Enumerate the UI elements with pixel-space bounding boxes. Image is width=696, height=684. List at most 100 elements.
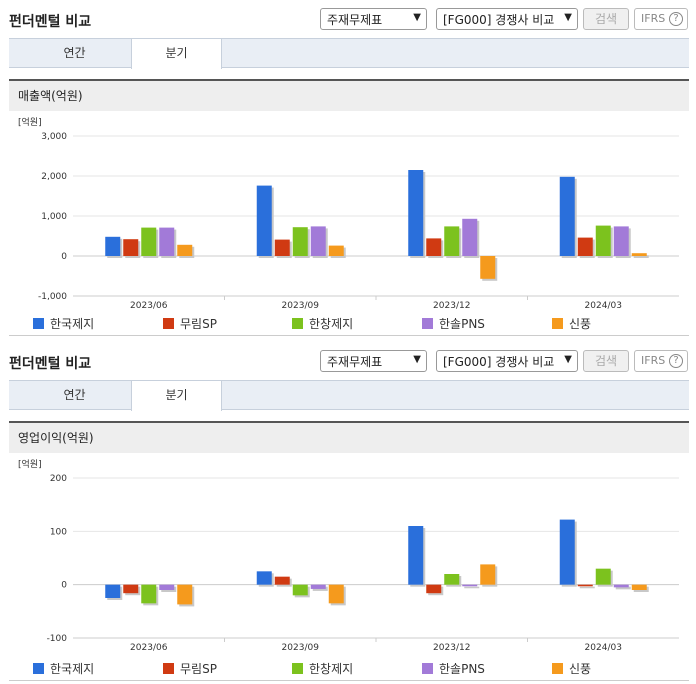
help-icon[interactable]: ? [669,12,683,26]
ifrs-label: IFRS [641,354,666,367]
tab-annual[interactable]: 연간 [63,388,86,402]
panel-title: 펀더멘털 비교 [9,356,92,372]
legend-item[interactable]: 한국제지 [33,315,94,332]
bar[interactable] [595,225,611,256]
bar[interactable] [613,226,629,256]
legend-swatch [33,318,44,329]
chart-legend: 한국제지 무림SP 한창제지 한솔PNS 신풍 [9,311,689,331]
bar[interactable] [426,238,442,256]
bar[interactable] [256,571,272,585]
peer-select-value: [FG000] 경쟁사 비교 [443,355,555,369]
bar[interactable] [159,227,175,256]
bar[interactable] [577,237,593,256]
bar[interactable] [595,568,611,585]
bar-shadow [615,586,631,590]
bar[interactable] [310,226,326,256]
x-tick-label: 2023/06 [130,643,168,653]
bar[interactable] [177,244,193,256]
x-tick-label: 2023/12 [433,301,470,311]
bar[interactable] [310,584,326,589]
bar[interactable] [328,584,344,604]
statement-select[interactable]: 주재무제표 ▼ [320,8,427,30]
legend-item[interactable]: 한창제지 [292,315,353,332]
period-tabs: 연간 분기 [9,38,689,69]
legend-item[interactable]: 무림SP [163,315,217,332]
statement-select[interactable]: 주재무제표 ▼ [320,350,427,372]
panel-header: 펀더멘털 비교 주재무제표 ▼ [FG000] 경쟁사 비교 ▼ 검색 IFRS… [0,342,696,378]
y-tick-label: 0 [61,581,67,591]
panel-title: 펀더멘털 비교 [9,14,92,30]
legend-label: 신풍 [569,317,592,331]
peer-select[interactable]: [FG000] 경쟁사 비교 ▼ [436,350,578,372]
bar[interactable] [480,256,496,279]
bar[interactable] [631,584,647,590]
bar[interactable] [105,584,121,598]
legend-item[interactable]: 한창제지 [292,660,353,677]
bar[interactable] [444,574,460,585]
bar[interactable] [559,519,575,585]
legend-item[interactable]: 신풍 [552,660,591,677]
x-tick-label: 2023/06 [130,301,168,311]
bar[interactable] [408,526,424,585]
chart-title: 영업이익(억원) [9,421,689,453]
legend-item[interactable]: 무림SP [163,660,217,677]
chevron-down-icon: ▼ [413,12,421,23]
bar[interactable] [631,253,647,256]
legend-label: 한솔PNS [439,662,485,676]
bar[interactable] [426,584,442,594]
statement-select-value: 주재무제표 [327,13,383,27]
bar[interactable] [462,218,478,256]
help-icon[interactable]: ? [669,354,683,368]
bar[interactable] [613,584,629,588]
tab-quarterly[interactable]: 분기 [131,39,222,69]
legend-item[interactable]: 한솔PNS [422,660,485,677]
x-tick-label: 2023/09 [282,643,320,653]
y-tick-label: 100 [50,527,67,537]
legend-swatch [292,318,303,329]
chart-area: [억원] 3,000 2,000 1,000 0 -1,000 2023/06 2023/09… [9,111,689,336]
bar[interactable] [274,576,290,585]
x-tick-label: 2024/03 [585,643,622,653]
bar[interactable] [105,236,121,256]
ifrs-button[interactable]: IFRS ? [634,8,688,30]
legend-label: 한솔PNS [439,317,485,331]
bar[interactable] [292,227,308,256]
legend-swatch [422,663,433,674]
bar[interactable] [123,584,139,594]
panel-header: 펀더멘털 비교 주재무제표 ▼ [FG000] 경쟁사 비교 ▼ 검색 IFRS… [0,0,696,36]
bar[interactable] [159,584,175,590]
bar[interactable] [462,584,478,587]
tab-annual[interactable]: 연간 [63,46,86,60]
bar[interactable] [577,584,593,587]
tab-quarterly[interactable]: 분기 [131,381,222,411]
bar[interactable] [559,176,575,256]
bar[interactable] [141,584,157,604]
legend-swatch [552,663,563,674]
legend-item[interactable]: 한솔PNS [422,315,485,332]
y-tick-label: 200 [50,474,67,484]
chart-legend: 한국제지 무림SP 한창제지 한솔PNS 신풍 [9,656,689,676]
search-button[interactable]: 검색 [583,8,629,30]
y-tick-label: 2,000 [41,172,67,182]
chart-area: [억원] 200 100 0 -100 2023/06 2023/09 2023/12 2024… [9,453,689,681]
bar[interactable] [444,226,460,256]
legend-swatch [33,663,44,674]
bar[interactable] [274,239,290,256]
bar[interactable] [292,584,308,596]
legend-item[interactable]: 한국제지 [33,660,94,677]
bar[interactable] [480,564,496,585]
ifrs-label: IFRS [641,12,666,25]
bar[interactable] [141,227,157,256]
revenue-chart: [억원] 3,000 2,000 1,000 0 -1,000 2023/06 2023/09… [18,116,679,311]
bar[interactable] [123,239,139,256]
bar[interactable] [177,584,193,605]
ifrs-button[interactable]: IFRS ? [634,350,688,372]
y-tick-label: 1,000 [41,212,67,222]
bar[interactable] [256,185,272,256]
legend-item[interactable]: 신풍 [552,315,591,332]
peer-select[interactable]: [FG000] 경쟁사 비교 ▼ [436,8,578,30]
legend-swatch [292,663,303,674]
search-button[interactable]: 검색 [583,350,629,372]
bar[interactable] [328,245,344,256]
bar[interactable] [408,170,424,256]
